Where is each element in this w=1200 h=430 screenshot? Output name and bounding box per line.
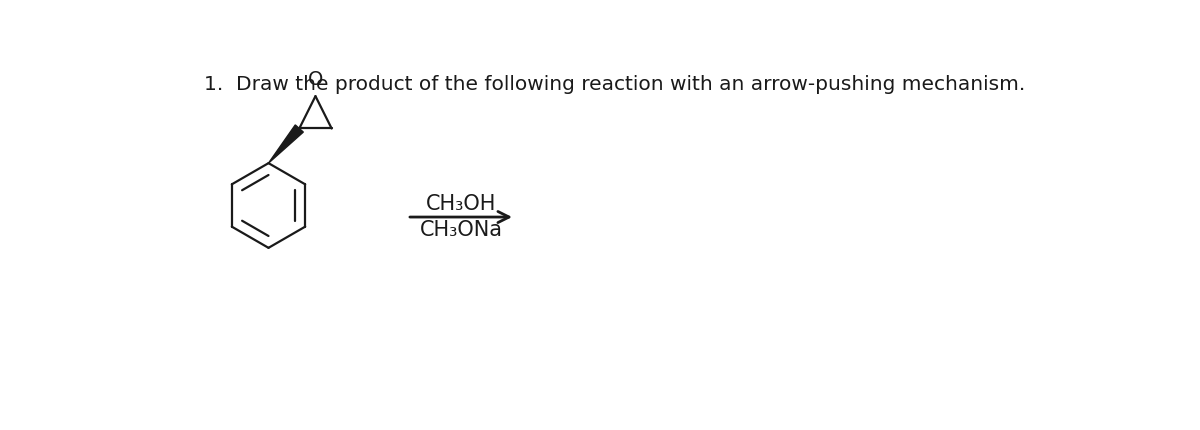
Text: CH₃OH: CH₃OH (426, 194, 496, 214)
Text: 1.  Draw the product of the following reaction with an arrow-pushing mechanism.: 1. Draw the product of the following rea… (204, 75, 1026, 94)
Polygon shape (269, 126, 304, 164)
Text: O: O (307, 70, 323, 89)
Text: CH₃ONa: CH₃ONa (420, 219, 503, 239)
